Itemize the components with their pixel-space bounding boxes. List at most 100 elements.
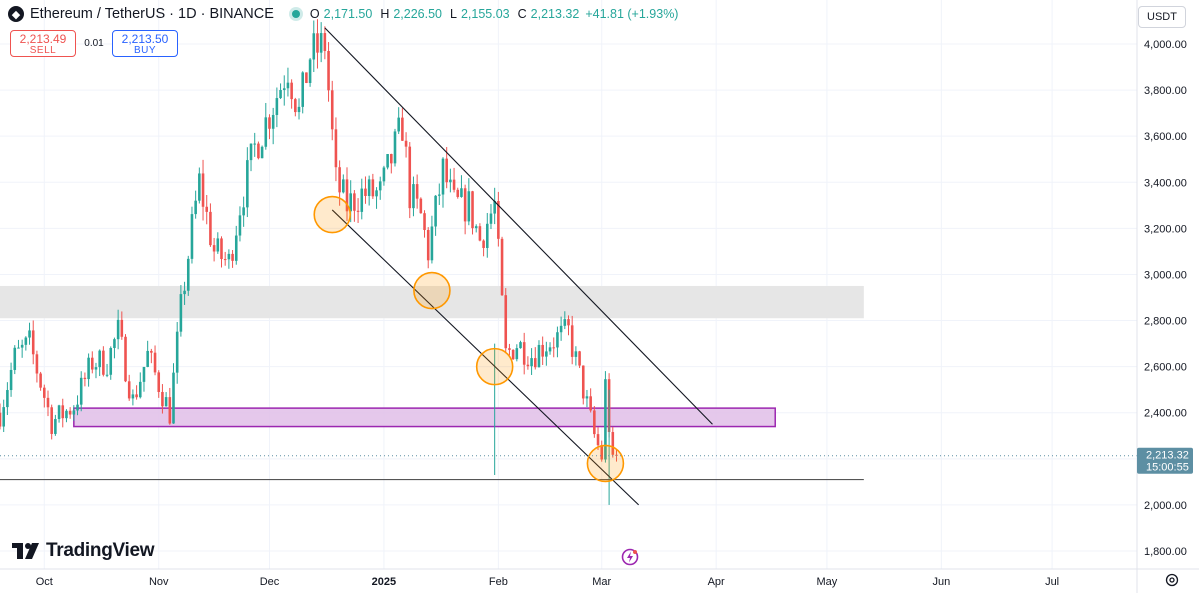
candle-body bbox=[386, 154, 389, 168]
candle-body bbox=[338, 167, 341, 193]
tradingview-mark-icon bbox=[12, 543, 39, 559]
candle-body bbox=[530, 358, 533, 367]
candle-body bbox=[441, 158, 445, 195]
candle-body bbox=[28, 330, 31, 338]
candle-body bbox=[408, 146, 412, 209]
candle-body bbox=[120, 319, 124, 337]
candle-body bbox=[552, 347, 556, 349]
candle-body bbox=[382, 167, 386, 182]
gray-zone[interactable] bbox=[0, 285, 864, 319]
candle-body bbox=[135, 394, 138, 398]
candle-body bbox=[316, 33, 319, 53]
candle-body bbox=[449, 179, 452, 183]
candle-body bbox=[559, 325, 563, 333]
candle-body bbox=[581, 365, 585, 399]
purple-zone[interactable] bbox=[73, 407, 776, 428]
candle-body bbox=[216, 238, 220, 252]
candle-body bbox=[375, 190, 378, 197]
candle-body bbox=[330, 90, 334, 130]
candle-body bbox=[493, 201, 496, 214]
high-label: H bbox=[380, 7, 390, 21]
candle-body bbox=[168, 397, 172, 424]
candle-body bbox=[223, 259, 227, 261]
candle-body bbox=[205, 206, 209, 212]
candle-body bbox=[242, 207, 245, 216]
open-value: 2,171.50 bbox=[323, 7, 373, 21]
candle-body bbox=[596, 434, 600, 446]
candle-body bbox=[415, 184, 419, 199]
low-label: L bbox=[450, 7, 457, 21]
candle-body bbox=[13, 347, 17, 370]
candle-body bbox=[102, 350, 105, 375]
sell-label: SELL bbox=[29, 45, 57, 56]
candle-body bbox=[526, 364, 530, 367]
sell-price: 2,213.49 bbox=[19, 32, 67, 46]
candle-body bbox=[220, 238, 223, 260]
candle-body bbox=[35, 354, 39, 374]
candle-body bbox=[353, 193, 356, 211]
symbol-title[interactable]: Ethereum / TetherUS · 1D · BINANCE bbox=[30, 6, 274, 22]
candle-body bbox=[445, 158, 448, 183]
trade-panel: 2,213.49 SELL 0.01 2,213.50 BUY bbox=[10, 30, 178, 57]
last-price-label-box bbox=[1137, 447, 1193, 474]
price-tick-label: 3,000.00 bbox=[1144, 269, 1187, 281]
candle-body bbox=[611, 432, 615, 455]
lower-trendline[interactable] bbox=[331, 209, 640, 506]
candle-body bbox=[378, 181, 382, 191]
candle-body bbox=[397, 117, 400, 132]
price-tick-label: 4,000.00 bbox=[1144, 39, 1187, 51]
candle-body bbox=[186, 258, 190, 291]
candle-body bbox=[138, 381, 142, 398]
currency-selector[interactable]: USDT bbox=[1138, 6, 1186, 28]
highlight-circle[interactable] bbox=[313, 195, 352, 234]
close-label: C bbox=[517, 7, 527, 21]
candle-body bbox=[452, 179, 456, 190]
time-tick-label: Nov bbox=[149, 576, 169, 588]
candle-body bbox=[46, 397, 50, 408]
candle-body bbox=[412, 184, 415, 209]
buy-button[interactable]: 2,213.50 BUY bbox=[112, 30, 178, 57]
candle-body bbox=[456, 189, 460, 197]
candle-body bbox=[260, 146, 264, 159]
lightning-icon[interactable] bbox=[621, 548, 639, 566]
candle-body bbox=[79, 377, 83, 405]
sell-button[interactable]: 2,213.49 SELL bbox=[10, 30, 76, 57]
candle-body bbox=[342, 179, 345, 193]
candle-body bbox=[323, 33, 327, 52]
candle-body bbox=[497, 201, 500, 239]
price-tick-label: 3,800.00 bbox=[1144, 85, 1187, 97]
candle-body bbox=[345, 179, 349, 212]
time-tick-label: Dec bbox=[260, 576, 280, 588]
candle-body bbox=[146, 350, 149, 367]
candle-body bbox=[533, 358, 537, 368]
candle-body bbox=[131, 394, 135, 399]
candle-body bbox=[301, 72, 304, 107]
candle-body bbox=[604, 379, 607, 460]
ethereum-icon: ◆ bbox=[8, 6, 24, 22]
candle-body bbox=[508, 348, 511, 350]
upper-trendline[interactable] bbox=[324, 27, 713, 425]
candle-body bbox=[198, 173, 201, 201]
candle-body bbox=[589, 396, 592, 411]
candle-body bbox=[474, 226, 478, 229]
ohlc-values: O 2,171.50 H 2,226.50 L 2,155.03 C 2,213.32 … bbox=[310, 7, 679, 21]
candle-body bbox=[179, 294, 183, 332]
candle-body bbox=[65, 410, 68, 419]
settings-icon[interactable] bbox=[1164, 572, 1180, 588]
highlight-circle[interactable] bbox=[413, 271, 451, 310]
time-tick-label: Feb bbox=[489, 576, 508, 588]
candle-body bbox=[6, 390, 9, 408]
highlight-circle[interactable] bbox=[475, 347, 514, 386]
candle-body bbox=[201, 173, 205, 207]
candle-body bbox=[209, 211, 212, 246]
candle-body bbox=[600, 445, 604, 460]
open-label: O bbox=[309, 7, 320, 21]
candle-body bbox=[404, 140, 408, 147]
candle-body bbox=[471, 191, 474, 229]
candle-body bbox=[72, 410, 76, 415]
candle-body bbox=[489, 213, 493, 224]
highlight-circle[interactable] bbox=[586, 444, 625, 483]
candle-body bbox=[545, 351, 548, 357]
tradingview-logo[interactable]: TradingView bbox=[12, 540, 155, 562]
